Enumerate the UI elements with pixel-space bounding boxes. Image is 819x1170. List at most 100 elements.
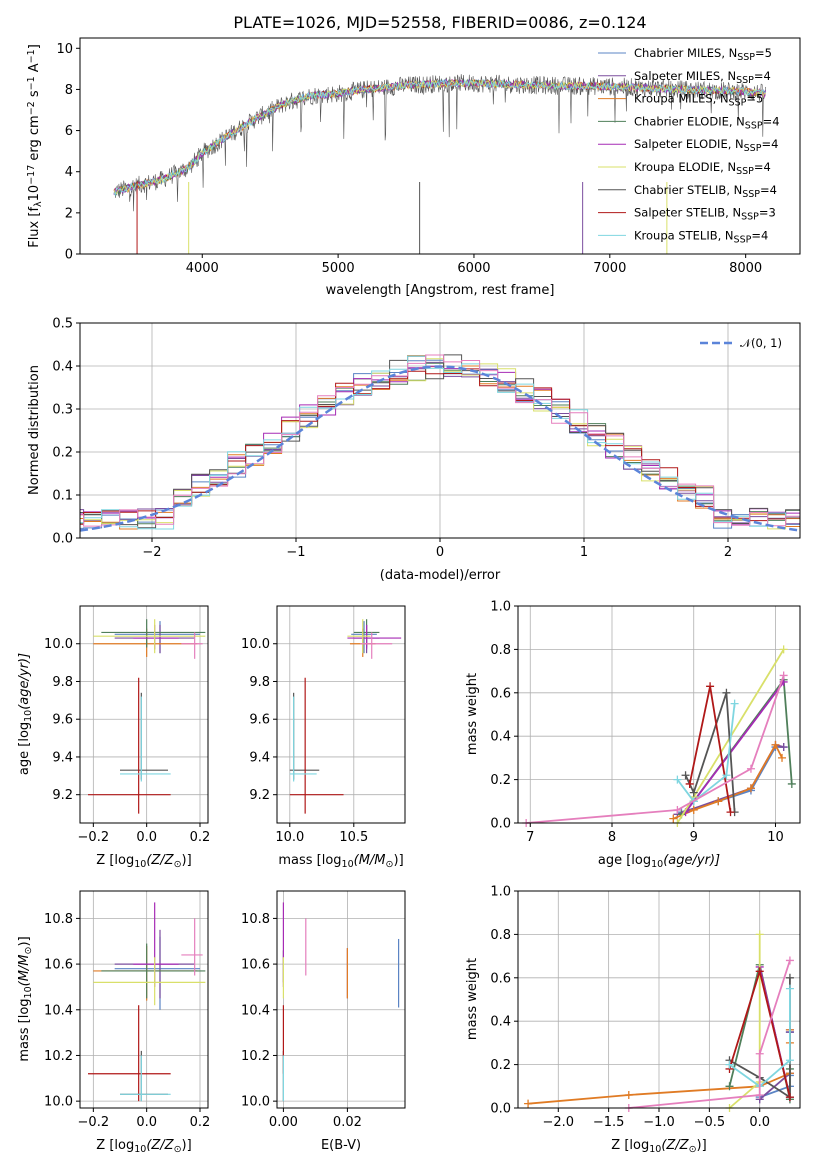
x-tick-label: 4000 (186, 261, 219, 276)
label-part: Salpeter MILES, N (634, 69, 736, 83)
label-part: 10 (23, 986, 34, 998)
label-part: Z [log (611, 1138, 649, 1153)
weight-marker (746, 784, 755, 793)
histogram-panel: −2 −1 0 1 2 0.0 0.1 0.2 0.3 0.4 0.5 (data-model)/er… (27, 317, 801, 583)
label-part: )] (697, 1138, 707, 1153)
label-part: =4 (751, 228, 768, 242)
label-part: (age/yr)] (663, 853, 720, 868)
x-tick-label: 0.00 (269, 1115, 298, 1130)
y-tick-label: 10.2 (241, 1049, 270, 1064)
label-part: (Z/Z (146, 853, 174, 868)
label-part: )] (17, 936, 32, 946)
y-tick-label: 0.4 (490, 1015, 511, 1030)
label-part: =4 (760, 183, 777, 197)
x-tick-label: 0.0 (136, 830, 157, 845)
label-part: SSP (744, 143, 762, 154)
y-tick-label: 1.0 (490, 600, 511, 615)
x-tick-label: 10.0 (275, 830, 304, 845)
label-part: 10 (134, 1144, 146, 1155)
weight-marker (785, 956, 794, 965)
label-part: SSP (734, 234, 752, 245)
y-tick-label: 10.8 (44, 912, 73, 927)
spectrum-line (113, 79, 766, 197)
age-vs-mass-panel: 10.0 10.5 9.2 9.4 9.6 9.8 10.0 mass [log10(M/M⊙… (241, 605, 406, 870)
y-tick-label: 0.8 (490, 928, 511, 943)
weight-marker (785, 984, 794, 993)
y-tick-label: 9.6 (249, 713, 270, 728)
label-part: Salpeter ELODIE, N (634, 137, 744, 151)
label-part: ] (27, 44, 42, 49)
label-part: Kroupa STELIB, N (634, 228, 734, 242)
y-tick-label: 0.2 (490, 1058, 511, 1073)
y-tick-label: 9.6 (52, 713, 73, 728)
y-axis-label: mass [log10(M/M⊙)] (17, 936, 34, 1061)
x-tick-label: 7000 (593, 261, 626, 276)
label-part: Z [log (96, 853, 134, 868)
weight-marker (725, 1060, 734, 1069)
label-part: 10 (342, 859, 354, 870)
histogram-step (80, 354, 800, 527)
y-tick-label: 9.2 (52, 788, 73, 803)
label-part: SSP (736, 166, 754, 177)
weight-marker (714, 797, 723, 806)
x-tick-label: 1 (580, 545, 588, 560)
x-tick-label: 0.0 (749, 1115, 770, 1130)
weight-line (728, 988, 791, 1088)
label-part: SSP (742, 188, 760, 199)
axes-frame (276, 605, 406, 824)
x-tick-label: −0.2 (78, 1115, 110, 1130)
x-tick-label: 0.2 (190, 1115, 211, 1130)
x-tick-label: 0.02 (333, 1115, 362, 1130)
y-tick-label: 9.4 (52, 750, 73, 765)
label-part: mass [log (278, 853, 341, 868)
y-tick-label: 10.4 (44, 1003, 73, 1018)
x-tick-label: 10.5 (339, 830, 368, 845)
label-part: (data-model)/error (380, 568, 501, 583)
label-part: =4 (754, 160, 771, 174)
weight-line (676, 703, 736, 803)
x-axis-label: Z [log10(Z/Z⊙)] (96, 1138, 191, 1155)
weight-marker (785, 1056, 794, 1065)
weight-marker (779, 671, 788, 680)
label-part: −1 (26, 76, 37, 90)
label-part: E(B-V) (321, 1138, 361, 1153)
x-tick-label: −0.2 (78, 830, 110, 845)
legend-entry: Chabrier STELIB, NSSP=4 (634, 183, 777, 200)
legend-entry: Salpeter MILES, NSSP=4 (634, 69, 771, 86)
label-part: Chabrier STELIB, N (634, 183, 742, 197)
weight-marker (755, 1090, 764, 1099)
label-part: Chabrier ELODIE, N (634, 114, 745, 128)
y-tick-label: 10 (56, 42, 73, 57)
label-part: Salpeter STELIB, N (634, 206, 741, 220)
x-tick-label: −1.5 (593, 1115, 625, 1130)
label-part: wavelength [Angstrom, rest frame] (326, 283, 555, 298)
label-part: −1 (26, 49, 37, 63)
y-axis-label: Flux [fλ10−17 erg cm−2 s−1 A−1] (26, 44, 44, 248)
spectrum-panel: 4000 5000 6000 7000 8000 0 2 4 6 8 10 wavelength [A… (26, 37, 801, 298)
weight-line (526, 675, 785, 824)
label-part: Z [log (96, 1138, 134, 1153)
weight-marker (779, 645, 788, 654)
weight-marker (524, 1099, 533, 1108)
label-part: =4 (761, 137, 778, 151)
weight-marker (779, 743, 788, 752)
y-tick-label: 10.0 (44, 1095, 73, 1110)
weight-line (672, 742, 783, 820)
y-tick-label: 10.0 (241, 1095, 270, 1110)
label-part: =5 (746, 92, 763, 106)
label-part: Kroupa MILES, N (634, 92, 729, 106)
weight-marker (726, 808, 735, 817)
label-part: =4 (754, 69, 771, 83)
legend-entry: Chabrier MILES, NSSP=5 (634, 46, 772, 63)
y-tick-label: 0.2 (52, 446, 73, 461)
label-part: ⊙ (174, 859, 182, 870)
label-part: )] (182, 853, 192, 868)
label-part: SSP (745, 120, 763, 131)
weight-marker (785, 1093, 794, 1102)
y-tick-label: 4 (65, 165, 73, 180)
label-part: −2 (26, 101, 37, 115)
histogram-step (80, 355, 800, 530)
y-tick-label: 10.0 (241, 637, 270, 652)
